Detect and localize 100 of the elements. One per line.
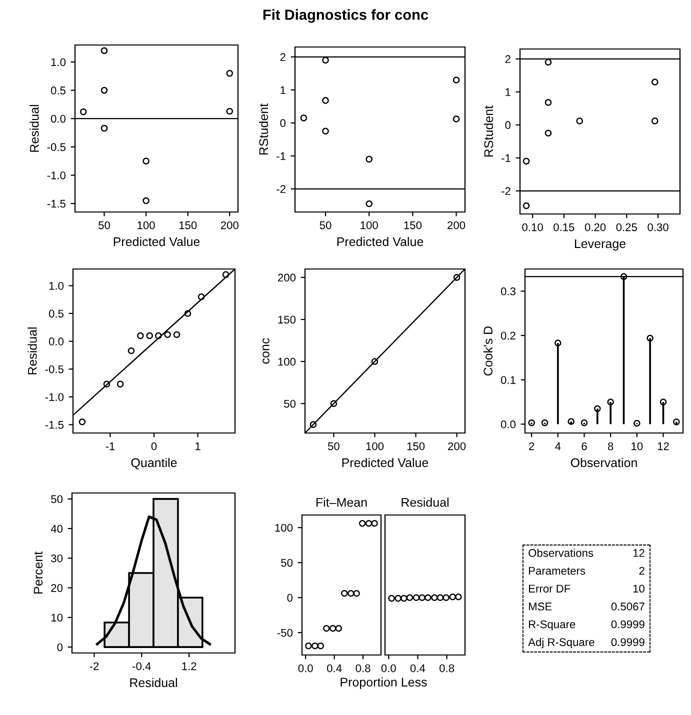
y-tick-label: 1 (506, 88, 510, 96)
y-tick-label: 2 (280, 53, 286, 61)
data-label: 2 (639, 566, 644, 575)
y-axis-title: Residual (28, 328, 37, 374)
y-tick-label: 0.5 (50, 86, 66, 94)
x-tick-label: 12 (658, 442, 669, 450)
category-label: R-Square (528, 620, 576, 630)
y-axis-title: Cook's D (483, 326, 492, 376)
y-tick-label: 1.0 (49, 282, 64, 290)
y-tick-label: 0.3 (500, 287, 516, 296)
y-axis-title: RStudent (484, 106, 494, 157)
x-axis-title: Predicted Value (342, 458, 428, 468)
x-axis-title: Residual (130, 678, 177, 688)
x-tick-label: 8 (608, 442, 614, 450)
x-tick-label: -0.4 (132, 662, 151, 670)
x-tick-label: 50 (320, 221, 332, 230)
text: Fit Diagnostics for conc (263, 9, 428, 23)
y-tick-label: 0.1 (500, 376, 516, 384)
data-label: 10 (633, 584, 644, 593)
y-tick-label: -50 (277, 628, 293, 637)
x-tick-label: 150 (404, 221, 422, 230)
x-tick-label: 100 (366, 442, 384, 450)
y-tick-label: -1 (502, 154, 510, 162)
x-tick-label: -2 (90, 662, 99, 670)
y-tick-label: -2 (502, 187, 510, 195)
y-axis-title: RStudent (258, 104, 268, 155)
x-tick-label: 50 (98, 221, 110, 230)
y-tick-label: 100 (278, 358, 296, 366)
x-axis-title: Proportion Less (340, 677, 427, 690)
x-axis-title: Predicted Value (114, 236, 200, 246)
x-tick-label: 0.10 (522, 223, 543, 232)
x-tick-label: 200 (220, 221, 238, 230)
y-tick-label: 0.0 (500, 420, 516, 428)
x-tick-label: 6 (582, 442, 587, 450)
x-tick-label: 0 (151, 442, 157, 450)
y-tick-label: 50 (281, 558, 293, 567)
y-tick-label: 30 (51, 554, 63, 562)
data-label: 0.9999 (611, 638, 644, 646)
y-tick-label: 0 (505, 121, 511, 130)
x-tick-label: 10 (632, 442, 643, 450)
x-tick-label: 0.15 (554, 223, 574, 232)
x-tick-label: 1.2 (182, 662, 196, 670)
y-tick-label: 1.0 (51, 58, 66, 66)
x-tick-label: 0.8 (356, 664, 370, 672)
x-tick-label: 0.4 (410, 664, 426, 672)
y-tick-label: 150 (278, 316, 296, 324)
y-tick-label: 0 (287, 594, 293, 602)
x-tick-label: 100 (138, 221, 155, 230)
y-tick-label: -0.5 (45, 365, 64, 374)
y-tick-label: -1 (276, 152, 286, 160)
y-tick-label: 40 (50, 524, 63, 533)
category-label: Parameters (528, 566, 586, 575)
x-axis-title: Observation (570, 458, 637, 468)
y-tick-label: -1.0 (47, 171, 66, 180)
y-tick-label: 200 (278, 274, 296, 282)
y-tick-label: -0.5 (47, 143, 66, 152)
y-tick-label: 0 (57, 643, 63, 652)
category-label: Adj R-Square (528, 638, 594, 648)
y-tick-label: 2 (505, 55, 510, 63)
x-axis-title: Quantile (131, 458, 177, 470)
y-axis-title: Percent (34, 552, 43, 594)
y-tick-label: 0.0 (50, 114, 66, 123)
category-label: MSE (528, 602, 552, 610)
y-tick-label: 10 (51, 614, 63, 622)
y-tick-label: 0.2 (500, 332, 516, 340)
x-tick-label: 0.25 (616, 223, 638, 232)
y-tick-label: 100 (275, 524, 293, 532)
x-axis-title: Leverage (574, 239, 626, 251)
x-tick-label: 0.20 (584, 223, 606, 232)
x-tick-label: 2 (529, 442, 534, 450)
category-label: Observations (528, 548, 594, 557)
y-axis-title: Residual (30, 105, 39, 152)
x-tick-label: 0.0 (381, 664, 396, 672)
x-tick-label: 50 (328, 442, 340, 450)
x-tick-label: 0.30 (648, 223, 668, 232)
y-tick-label: 20 (51, 584, 63, 592)
x-tick-label: 0.4 (327, 664, 342, 672)
x-tick-label: 1 (196, 442, 200, 450)
x-tick-label: -1 (106, 442, 115, 450)
data-label: 0.5067 (611, 602, 644, 610)
y-tick-label: -2 (276, 185, 286, 193)
data-label: 0.9999 (611, 620, 644, 628)
y-tick-label: 50 (284, 400, 296, 408)
y-tick-label: 50 (51, 495, 63, 504)
x-tick-label: 150 (179, 221, 197, 230)
y-tick-label: 0.5 (48, 310, 64, 318)
y-tick-label: -1.5 (45, 421, 64, 429)
y-tick-label: 0.0 (48, 338, 64, 346)
x-tick-label: 4 (555, 442, 561, 450)
y-tick-label: 1 (280, 86, 286, 94)
y-tick-label: -1.5 (47, 200, 66, 208)
x-axis-title: Predicted Value (337, 236, 424, 246)
category-label: Error DF (528, 584, 570, 593)
y-tick-label: 0 (280, 119, 286, 128)
y-tick-label: -1.0 (45, 393, 64, 401)
x-tick-label: 200 (448, 221, 466, 230)
chart-title: Residual (402, 498, 448, 507)
y-axis-title: conc (262, 338, 270, 364)
x-tick-label: 100 (360, 221, 378, 230)
chart-title: Fit–Mean (316, 498, 367, 507)
